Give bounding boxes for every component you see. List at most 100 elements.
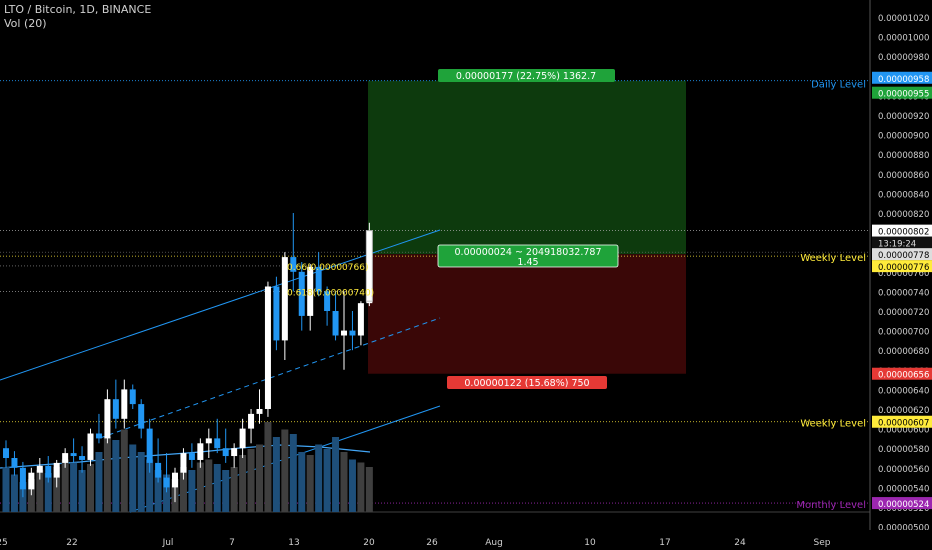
candle-body: [324, 291, 331, 311]
volume-bar: [281, 429, 289, 512]
entry-tag-bg: [872, 248, 932, 261]
current-candle: [365, 230, 373, 302]
price-tick-label: 0.00000640: [878, 386, 929, 396]
loss-zone: [368, 254, 686, 374]
current-price-tag: 0.00000802: [878, 228, 929, 238]
candle-body: [70, 453, 77, 457]
price-tick-label: 0.00000700: [878, 328, 929, 338]
countdown-tag: 13:19:24: [878, 240, 916, 250]
candle-body: [290, 257, 297, 272]
time-axis: 25 22 Jul 7 13 20 26 Aug 10 17 24 Sep: [0, 530, 932, 550]
candle-body: [163, 477, 170, 488]
fib-label: 0.618(0.00000740): [287, 288, 374, 298]
time-tick-label: 25: [0, 538, 8, 548]
candle-body: [36, 465, 43, 473]
volume-bar: [103, 437, 111, 512]
monthly-level-tag: 0.00000524: [878, 500, 929, 510]
price-tick-label: 0.00000740: [878, 288, 929, 298]
price-tick-label: 0.00000600: [878, 426, 929, 436]
risk-reward-box: [437, 244, 619, 268]
volume-bar: [365, 467, 373, 512]
countdown-tag-bg: [872, 236, 932, 249]
volume-bar: [188, 470, 196, 512]
volume-bar: [137, 452, 145, 512]
volume-bar: [78, 470, 86, 512]
price-tick-label: 0.00000920: [878, 112, 929, 122]
volume-bar: [112, 440, 120, 512]
volume-bar: [53, 467, 61, 512]
volume-bar: [27, 479, 35, 512]
stop-label-box: [447, 376, 607, 389]
candle-body: [256, 409, 263, 414]
daily-level-tag: 0.00000958: [878, 75, 929, 85]
candle-body: [197, 443, 204, 460]
volume-bar: [323, 449, 331, 512]
time-tick-label: 10: [584, 538, 596, 548]
candle-body: [62, 453, 69, 463]
chart-title: LTO / Bitcoin, 1D, BINANCE: [4, 3, 152, 16]
price-tick-label: 0.00000560: [878, 465, 929, 475]
risk-reward-label: 0.00000024 ~ 204918032.787: [455, 247, 602, 258]
candle-body: [95, 433, 102, 439]
volume-bar: [87, 464, 94, 512]
candle-body: [222, 448, 229, 457]
target-label: 0.00000177 (22.75%) 1362.7: [456, 71, 596, 82]
candle-body: [45, 465, 52, 478]
profit-zone: [368, 80, 686, 255]
entry-tag: 0.00000778: [878, 251, 929, 261]
price-tick-label: 0.00000500: [878, 524, 929, 534]
price-tick-label: 0.00000620: [878, 406, 929, 416]
volume-bar: [196, 462, 204, 512]
target-tag-bg: [872, 86, 932, 99]
candle-body: [3, 448, 9, 458]
volume-bar: [256, 444, 263, 512]
candle-body: [11, 458, 18, 468]
candle-body: [307, 266, 314, 316]
volume-bar: [357, 462, 365, 512]
fib-labels: 0.66(0.00000766) 0.618(0.00000740): [287, 263, 374, 298]
volume-bar: [289, 434, 297, 512]
target-label-box: [438, 69, 615, 82]
time-tick-label: Aug: [485, 538, 503, 548]
volume-bar: [129, 444, 137, 512]
price-tick-label: 0.00000880: [878, 151, 929, 161]
candle-body: [248, 413, 255, 429]
candle-body: [273, 286, 280, 341]
time-tick-label: 13: [288, 538, 299, 548]
level-name: Daily Level: [811, 80, 866, 91]
volume-bar: [230, 467, 238, 512]
candle-body: [341, 330, 347, 336]
candle-body: [146, 428, 153, 463]
time-tick-label: Jul: [162, 538, 174, 548]
volume-bar: [264, 422, 272, 512]
price-tick-label: 0.00001000: [878, 34, 929, 44]
candle-body: [129, 389, 136, 405]
daily-level-tag-bg: [872, 71, 932, 84]
time-tick-label: Sep: [814, 538, 831, 548]
volume-bar: [10, 474, 18, 512]
volume-bar: [70, 462, 78, 512]
volume-bar: [61, 459, 69, 512]
monthly-level-tag-bg: [872, 497, 932, 510]
price-axis: 0.000010200.000010000.000009800.00000960…: [869, 0, 932, 550]
candle-body: [298, 271, 305, 316]
price-tick-label: 0.00000860: [878, 171, 929, 181]
volume-bar: [332, 437, 340, 512]
candle-body: [239, 428, 246, 449]
price-tick-label: 0.00001020: [878, 14, 929, 24]
time-tick-label: 26: [426, 538, 438, 548]
candle-body: [19, 467, 26, 490]
candle-body: [332, 311, 339, 336]
current-price-tag-bg: [872, 224, 932, 237]
price-tick-label: 0.00000900: [878, 132, 929, 142]
volume-bar: [213, 464, 221, 512]
candle-body: [188, 453, 195, 460]
weekly-level-tag: 0.00000776: [878, 263, 929, 273]
price-tick-label: 0.00000980: [878, 53, 929, 63]
volume-indicator-label: Vol (20): [4, 17, 47, 30]
level-name: Weekly Level: [800, 419, 866, 430]
volume-bar: [272, 437, 280, 512]
volume-bar: [298, 452, 306, 512]
volume-bar: [179, 467, 187, 512]
